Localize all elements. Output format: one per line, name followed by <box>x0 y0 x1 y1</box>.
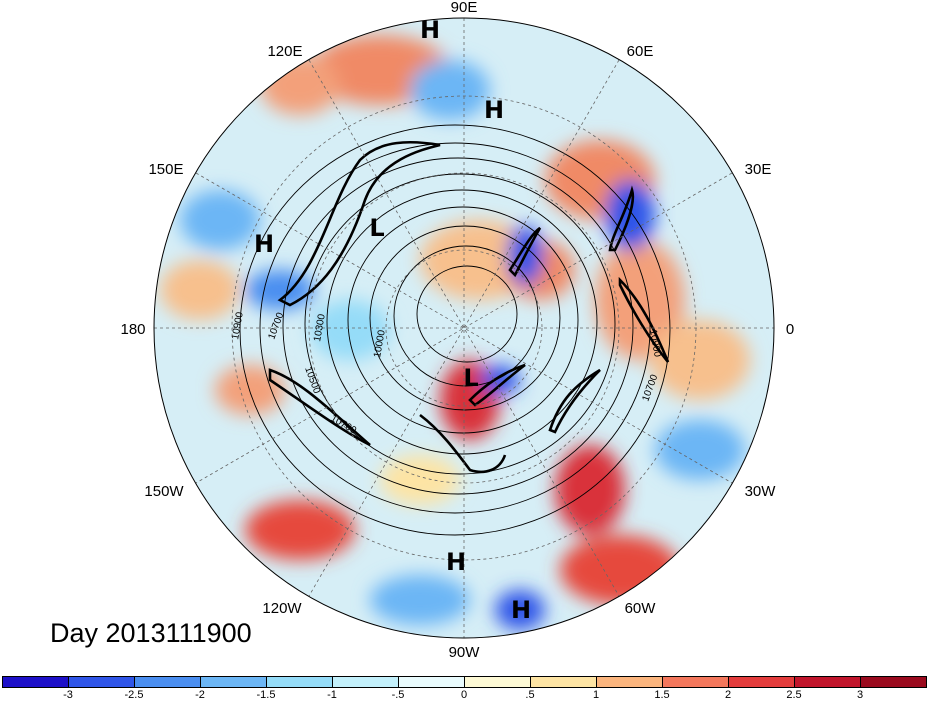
colorbar-swatch <box>398 676 465 688</box>
lon-label-60e: 60E <box>627 43 654 60</box>
lon-label-150e: 150E <box>148 161 183 178</box>
high-marker: H <box>254 230 274 258</box>
colorbar-tick-label: 1 <box>592 689 600 701</box>
colorbar-tick-label: 0 <box>460 689 468 701</box>
lon-label-90e: 90E <box>451 0 478 16</box>
colorbar-tick-label: 1.5 <box>654 689 670 701</box>
colorbar-swatch <box>662 676 729 688</box>
colorbar-swatch <box>596 676 663 688</box>
colorbar-swatch <box>2 676 69 688</box>
anomaly-field <box>154 18 774 638</box>
lon-label-30w: 30W <box>745 483 777 500</box>
low-marker: L <box>369 214 384 242</box>
colorbar-swatch <box>332 676 399 688</box>
colorbar-tick-label: -3 <box>63 689 73 701</box>
colorbar-tick-label: -2.5 <box>124 689 144 701</box>
pressure-markers: H H H H H L L <box>254 16 531 624</box>
colorbar-swatch <box>266 676 333 688</box>
colorbar-tick-label: -1.5 <box>256 689 276 701</box>
high-marker: H <box>484 96 504 124</box>
colorbar-tick-label: 2.5 <box>786 689 802 701</box>
contour-label: 10000 <box>372 329 388 359</box>
colorbar-swatch <box>68 676 135 688</box>
high-marker: H <box>511 596 531 624</box>
latlon-grid <box>154 18 774 638</box>
colorbar: -3 -2.5 -2 -1.5 -1 -.5 0 .5 1 1.5 2 2.5 3 <box>2 676 927 702</box>
lon-label-0: 0 <box>786 321 794 338</box>
contour-label: 10900 <box>647 329 663 359</box>
lon-label-90w: 90W <box>449 644 481 661</box>
low-marker: L <box>463 364 478 392</box>
colorbar-tick-label: 2 <box>724 689 732 701</box>
lon-label-180: 180 <box>120 321 145 338</box>
lon-label-120e: 120E <box>267 43 302 60</box>
colorbar-tick-label: -1 <box>327 689 337 701</box>
colorbar-swatch <box>860 676 927 688</box>
colorbar-swatch <box>530 676 597 688</box>
colorbar-swatch <box>464 676 531 688</box>
colorbar-tick-label: -.5 <box>391 689 405 701</box>
high-marker: H <box>420 16 440 44</box>
contour-label: 10900 <box>230 311 246 341</box>
lon-label-60w: 60W <box>625 600 657 617</box>
colorbar-swatch <box>728 676 795 688</box>
colorbar-swatch <box>134 676 201 688</box>
lon-label-150w: 150W <box>144 483 184 500</box>
date-caption: Day 2013111900 <box>50 618 252 648</box>
colorbar-tick-label: -2 <box>195 689 205 701</box>
polar-stereographic-map: 90E 60E 30E 0 30W 60W 90W 120W 150W 180 … <box>120 0 794 661</box>
jet-contours <box>268 140 670 474</box>
colorbar-tick-label: .5 <box>525 689 535 701</box>
lon-label-30e: 30E <box>745 161 772 178</box>
height-contours <box>239 124 671 536</box>
colorbar-swatch <box>200 676 267 688</box>
lon-label-120w: 120W <box>262 600 302 617</box>
colorbar-tick-label: 3 <box>856 689 864 701</box>
map-boundary <box>153 17 775 639</box>
contour-label: 10300 <box>312 313 328 343</box>
longitude-labels: 90E 60E 30E 0 30W 60W 90W 120W 150W 180 … <box>120 0 794 661</box>
high-marker: H <box>446 548 466 576</box>
colorbar-swatch <box>794 676 861 688</box>
